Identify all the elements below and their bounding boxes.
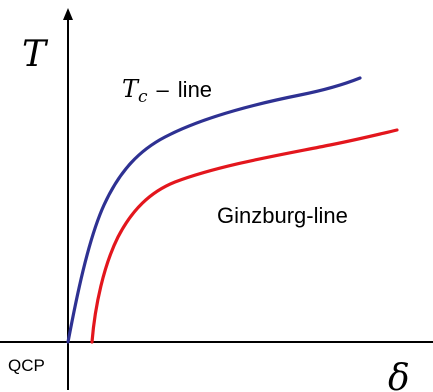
ginzburg-curve — [90, 128, 399, 344]
tc-label-dash: – — [157, 77, 170, 102]
tc-curve-label: Tc – line — [122, 75, 212, 107]
tc-label-text: line — [178, 77, 212, 102]
x-axis-label: δ — [388, 358, 410, 392]
origin-label: QCP — [8, 356, 45, 375]
ginzburg-curve-label: Ginzburg-line — [217, 203, 348, 228]
tc-label-subscript: c — [138, 87, 148, 107]
tc-label-symbol: T — [122, 75, 140, 103]
y-axis-arrow-icon — [63, 8, 73, 20]
tc-curve — [66, 76, 362, 344]
y-axis-label: T — [22, 34, 49, 75]
